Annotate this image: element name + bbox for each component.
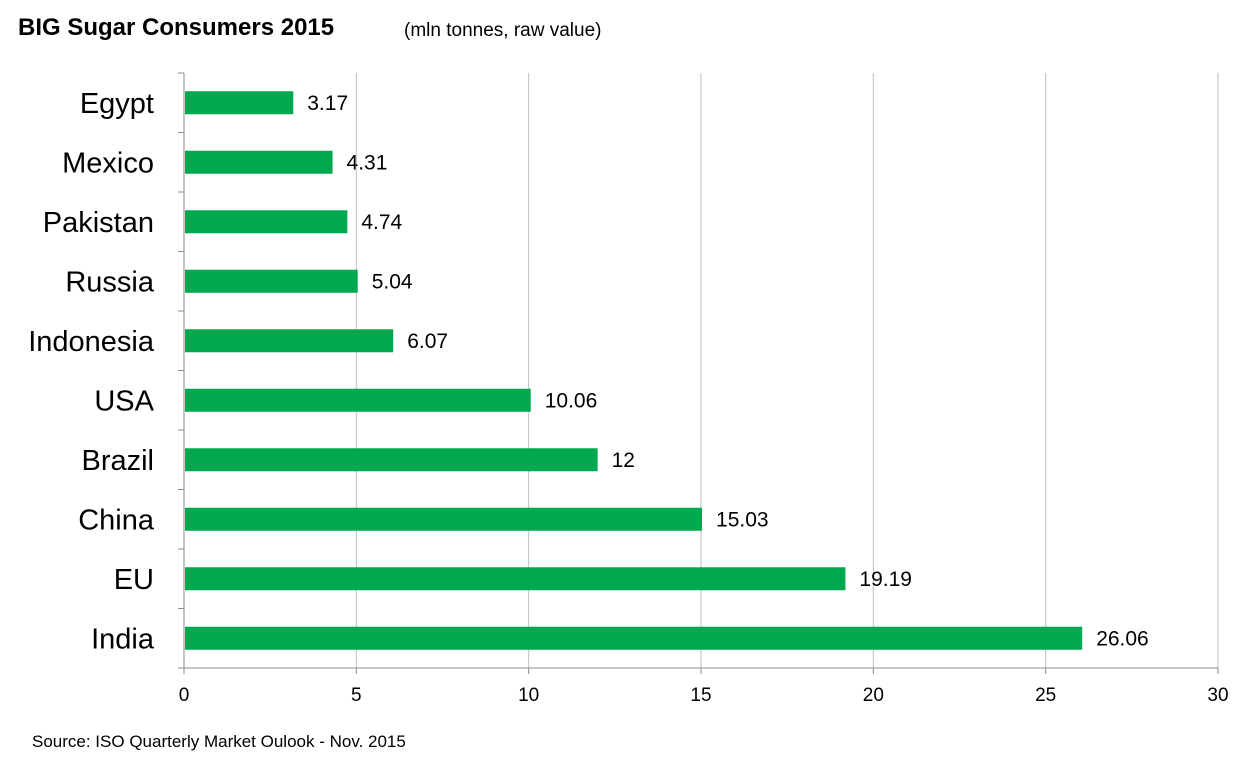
category-label: EU [114,564,154,596]
chart-title: BIG Sugar Consumers 2015 [18,14,335,41]
data-label: 26.06 [1096,627,1149,650]
chart-subtitle: (mln tonnes, raw value) [404,20,602,41]
bar-indonesia [185,329,394,353]
x-tick-label: 15 [690,685,711,706]
data-label: 10.06 [545,389,598,412]
x-tick-label: 10 [518,685,539,706]
data-label: 4.31 [347,151,388,174]
x-tick-label: 20 [863,685,884,706]
axes [178,72,1219,674]
category-label: Mexico [62,147,154,179]
bar-brazil [185,448,598,472]
category-label: China [78,504,155,536]
data-label: 19.19 [859,568,912,591]
x-tick-label: 0 [179,685,190,706]
category-label: Brazil [81,445,154,477]
labels: 0 5 10 15 20 25 30 Egypt 3.17 Mexico 4.31 Pakistan 4… [28,88,1228,706]
category-label: Pakistan [43,207,154,239]
data-label: 6.07 [407,330,448,353]
bar-usa [185,388,531,412]
data-label: 4.74 [361,211,402,234]
category-label: USA [94,385,154,417]
category-label: Egypt [80,88,154,120]
data-label: 15.03 [716,508,769,531]
data-label: 12 [612,449,635,472]
category-label: India [91,623,155,655]
bars [185,91,1083,650]
chart-source: Source: ISO Quarterly Market Oulook - No… [32,732,406,751]
data-label: 3.17 [307,92,348,115]
bar-india [185,626,1083,650]
bar-pakistan [185,210,348,234]
x-tick-label: 30 [1207,685,1228,706]
category-label: Indonesia [28,326,155,358]
bar-egypt [185,91,294,115]
x-tick-label: 25 [1035,685,1056,706]
x-tick-label: 5 [351,685,362,706]
bar-eu [185,567,846,591]
category-label: Russia [65,266,155,298]
data-label: 5.04 [372,270,413,293]
bar-mexico [185,150,333,174]
bar-china [185,507,703,531]
bar-russia [185,269,358,293]
